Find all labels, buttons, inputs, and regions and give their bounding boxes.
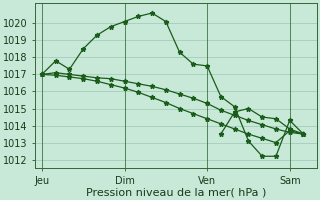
X-axis label: Pression niveau de la mer( hPa ): Pression niveau de la mer( hPa )	[86, 187, 266, 197]
